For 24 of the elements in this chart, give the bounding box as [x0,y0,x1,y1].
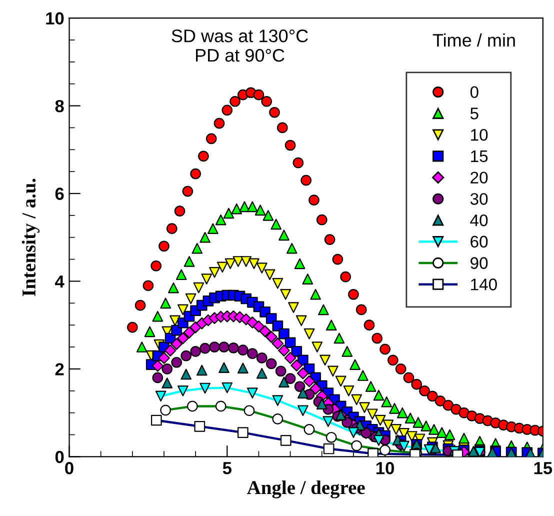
y-tick-label: 4 [55,276,64,288]
legend-label: 0 [470,86,478,98]
y-tick-label: 6 [55,188,64,200]
legend-label: 5 [470,108,478,120]
y-tick-label: 8 [55,100,64,112]
legend-label: 10 [471,128,488,141]
legend-title: Time / min [432,33,515,47]
legend-label: 30 [470,193,488,205]
y-axis-title: Intensity / a.u. [22,178,40,296]
x-tick-label: 10 [376,462,394,474]
y-tick-label: 10 [46,12,64,25]
legend-label: 20 [470,172,488,184]
y-tick-label: 2 [55,363,64,376]
legend-label: 15 [471,150,488,162]
y-tick-label: 0 [55,450,64,464]
x-tick-label: 0 [65,462,74,474]
x-axis-title: Angle / degree [247,480,365,498]
x-tick-label: 15 [534,462,552,474]
legend-label: 90 [470,257,488,269]
legend-label: 60 [470,236,488,248]
legend-label: 140 [471,278,497,290]
legend-label: 40 [470,214,488,226]
x-tick-label: 5 [222,462,232,474]
annotation: SD was at 130°C PD at 90°C [172,30,308,62]
